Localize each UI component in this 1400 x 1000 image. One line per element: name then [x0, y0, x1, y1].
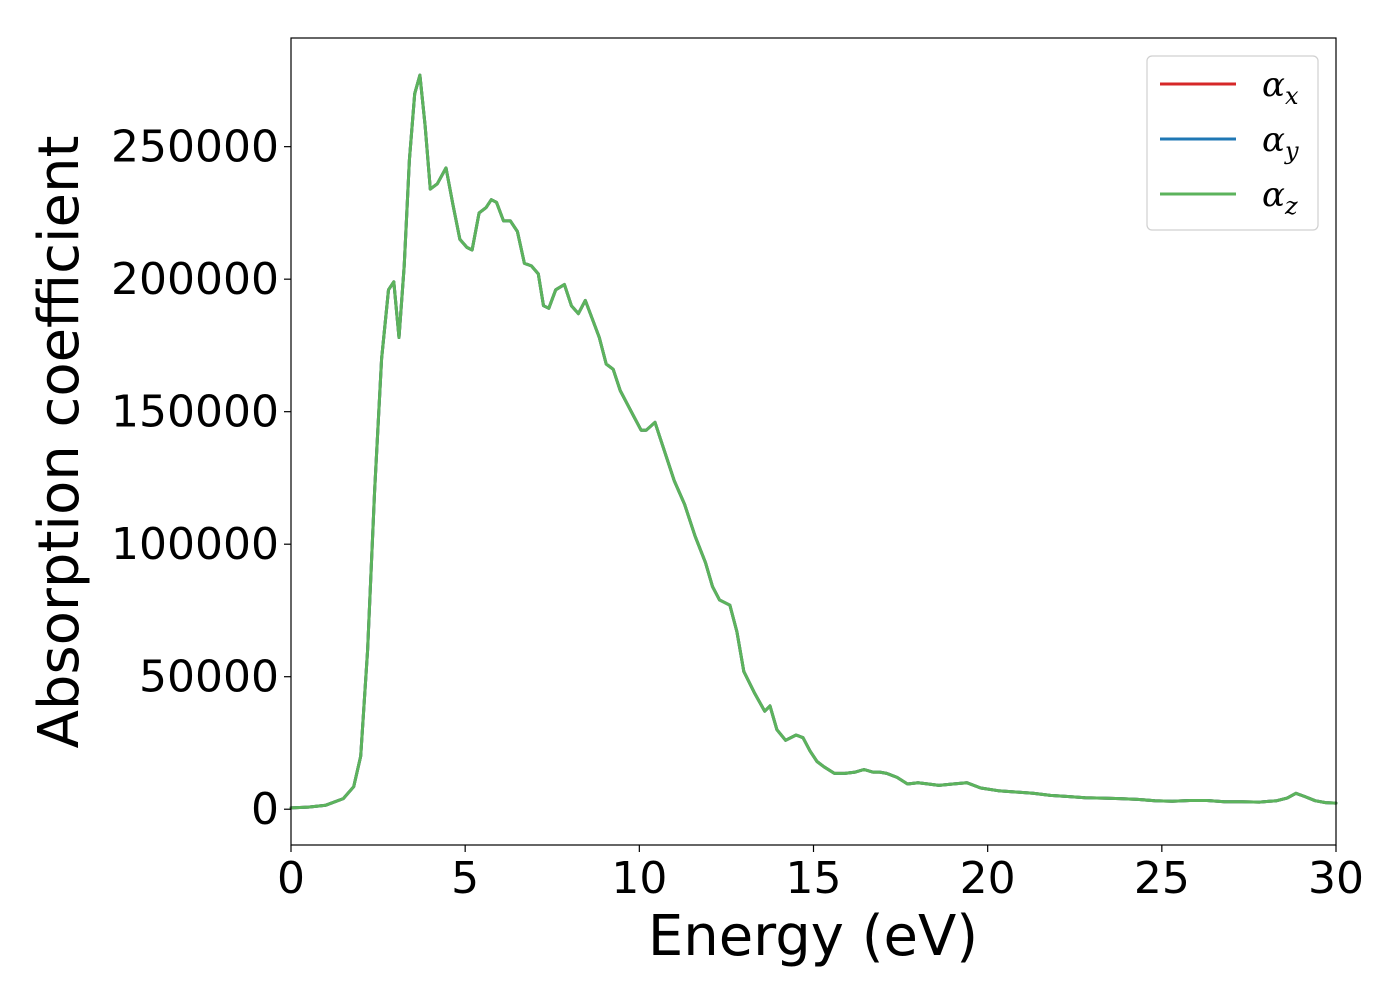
y-tick-label: 150000: [111, 387, 279, 438]
y-axis-title: Absorption coefficient: [27, 136, 92, 749]
x-tick-label: 5: [451, 853, 479, 904]
y-tick-label: 200000: [111, 254, 279, 305]
x-axis-title: Energy (eV): [648, 904, 978, 969]
legend-label-3: αz: [1262, 175, 1298, 220]
legend-label-2: αy: [1262, 120, 1299, 165]
x-tick-label: 10: [611, 853, 667, 904]
legend-label-1: αx: [1262, 65, 1299, 110]
y-tick-label: 100000: [111, 519, 279, 570]
x-tick-label: 25: [1134, 853, 1190, 904]
y-tick-label: 250000: [111, 122, 279, 173]
x-axis: 0 5 10 15 20 25 30: [277, 845, 1364, 904]
y-tick-label: 50000: [139, 652, 279, 703]
x-tick-label: 15: [786, 853, 842, 904]
series-line-3: [289, 73, 1338, 810]
x-tick-label: 30: [1308, 853, 1364, 904]
y-tick-label: 0: [251, 784, 279, 835]
y-axis: 0 50000 100000 150000 200000 250000: [111, 122, 291, 835]
legend-frame: [1146, 55, 1319, 231]
x-tick-label: 20: [960, 853, 1016, 904]
series-layer: [289, 73, 1338, 810]
legend: αx αy αz: [1146, 55, 1319, 231]
x-tick-label: 0: [277, 853, 305, 904]
